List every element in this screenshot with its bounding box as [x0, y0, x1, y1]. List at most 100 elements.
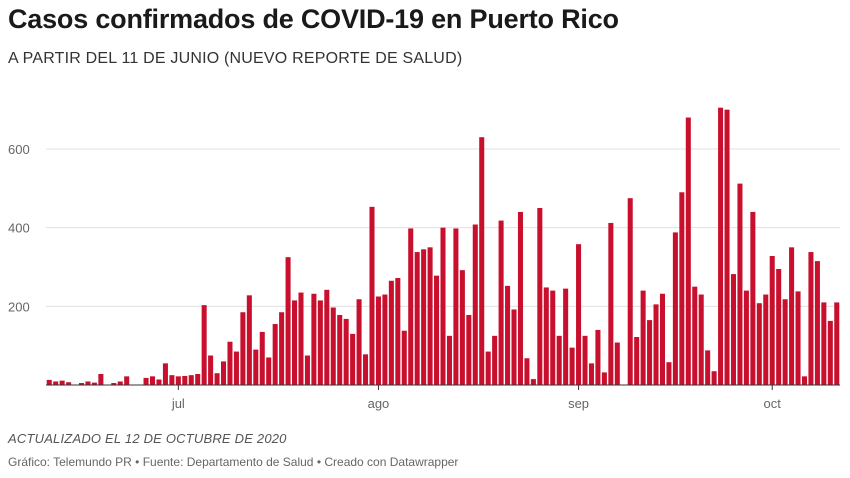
bars: [46, 107, 840, 386]
bar: [750, 211, 756, 385]
bar: [343, 318, 349, 385]
bar: [317, 300, 323, 385]
bar: [388, 280, 394, 385]
bar: [350, 333, 356, 385]
bar: [195, 373, 201, 385]
bar: [505, 285, 511, 385]
bar: [117, 381, 123, 385]
bar: [382, 294, 388, 385]
bar: [730, 274, 737, 385]
bar: [427, 247, 433, 385]
bar: [85, 381, 91, 385]
bar: [808, 252, 814, 385]
bar: [595, 329, 601, 385]
bar: [259, 331, 265, 385]
bar: [685, 117, 691, 385]
bar: [356, 299, 362, 385]
bar: [608, 222, 614, 385]
bar: [369, 206, 375, 385]
bar: [337, 314, 343, 385]
chart-title: Casos confirmados de COVID-19 en Puerto …: [8, 4, 619, 34]
bar: [421, 249, 427, 385]
bar: [201, 305, 207, 385]
x-axis-labels: jul ago sep oct: [171, 385, 781, 411]
bar: [614, 342, 620, 385]
bar: [279, 312, 285, 385]
y-tick-label-600: 600: [8, 142, 30, 157]
x-tick-label-jul: jul: [171, 396, 185, 411]
bar: [214, 373, 220, 385]
bar: [175, 376, 181, 385]
bar: [498, 220, 504, 385]
bar: [517, 211, 523, 385]
bar: [672, 232, 678, 385]
bar: [466, 314, 472, 385]
bar: [59, 380, 65, 385]
bar: [627, 198, 633, 385]
bar: [330, 307, 336, 385]
bar: [169, 375, 175, 385]
bar: [143, 377, 149, 385]
bar: [582, 335, 588, 385]
bar: [446, 335, 452, 385]
bar: [743, 290, 749, 385]
bar: [659, 293, 665, 385]
bar: [304, 355, 310, 385]
bar: [698, 294, 704, 385]
bar: [395, 278, 401, 385]
bar: [556, 335, 562, 385]
y-tick-label-400: 400: [8, 221, 30, 236]
y-tick-label-200: 200: [8, 299, 30, 314]
bar: [769, 255, 775, 385]
bar: [814, 261, 820, 385]
bar: [795, 291, 801, 385]
bar: [569, 347, 575, 385]
bar: [240, 312, 246, 385]
bar: [640, 290, 646, 385]
bar: [776, 268, 782, 385]
bar: [188, 375, 194, 385]
bar: [801, 376, 808, 385]
bar: [208, 355, 214, 385]
bar: [227, 341, 233, 385]
bar: [156, 379, 162, 385]
bar: [492, 335, 498, 385]
bar: [711, 371, 717, 385]
bar: [524, 358, 530, 385]
bar: [124, 376, 130, 385]
bar: [834, 302, 840, 385]
bar: [292, 300, 298, 385]
bar: [408, 228, 414, 385]
credits-line: Gráfico: Telemundo PR • Fuente: Departam…: [8, 455, 459, 469]
bar: [634, 337, 640, 385]
bar: [53, 381, 59, 385]
x-tick-label-ago: ago: [368, 396, 390, 411]
bar: [149, 376, 156, 385]
bar: [246, 295, 252, 385]
bar: [78, 383, 85, 385]
bar: [162, 363, 168, 385]
bar: [91, 382, 97, 385]
bar: [414, 252, 420, 385]
bar: [46, 379, 52, 385]
bar: [705, 350, 711, 385]
bar: [530, 379, 536, 385]
bar: [543, 287, 549, 385]
bar: [111, 383, 117, 385]
bar: [221, 361, 227, 385]
bar: [311, 293, 317, 385]
bar: [363, 354, 369, 385]
bar: [479, 137, 485, 385]
bar: [782, 299, 788, 385]
bar: [718, 107, 724, 385]
bar: [563, 288, 569, 385]
bar: [485, 351, 491, 385]
bar: [737, 183, 743, 385]
bar: [453, 228, 459, 385]
bar: [182, 375, 188, 385]
bar: [66, 382, 72, 385]
bar: [272, 324, 278, 385]
bar: [253, 349, 259, 385]
bar: [692, 286, 698, 385]
